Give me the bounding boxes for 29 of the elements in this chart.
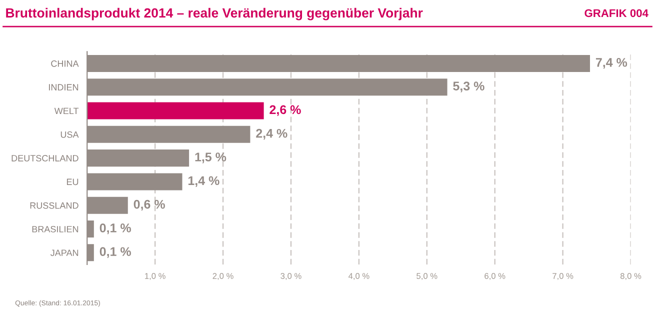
y-tick-label: DEUTSCHLAND (12, 155, 78, 162)
data-label: 1,4 % (188, 176, 220, 187)
x-tick-label: 4,0 % (348, 273, 370, 280)
x-tick-label: 3,0 % (280, 273, 302, 280)
y-tick-label: INDIEN (49, 84, 78, 90)
bar (87, 102, 264, 120)
y-tick-label: JAPAN (50, 250, 78, 256)
x-tick-label: 8,0 % (620, 273, 642, 280)
data-label: 2,6 % (270, 105, 301, 116)
x-tick-label: 5,0 % (416, 273, 438, 280)
data-label: 2,4 % (256, 128, 288, 140)
data-label: 0,1 % (100, 247, 131, 258)
data-label: 0,6 % (134, 200, 165, 211)
data-label: 7,4 % (596, 58, 628, 69)
x-tick-label: 7,0 % (552, 273, 574, 280)
data-label: 0,1 % (100, 224, 131, 234)
x-tick-label: 6,0 % (484, 273, 506, 280)
y-tick-label: USA (60, 131, 79, 138)
data-label: 1,5 % (195, 152, 226, 164)
chart-title: Bruttoinlandsprodukt 2014 – reale Veränderung gegenüber Vorjahr (6, 8, 423, 20)
y-tick-label: WELT (54, 108, 79, 114)
text: GRAFIK 004 (584, 9, 648, 18)
x-tick-label: 2,0 % (212, 273, 234, 280)
x-tick-label: 1,0 % (145, 273, 166, 280)
y-tick-label: BRASILIEN (32, 226, 78, 232)
y-tick-label: EU (66, 178, 78, 186)
y-tick-label: CHINA (51, 60, 79, 67)
y-tick-label: RUSSLAND (30, 202, 78, 209)
data-label: 5,3 % (453, 82, 484, 92)
